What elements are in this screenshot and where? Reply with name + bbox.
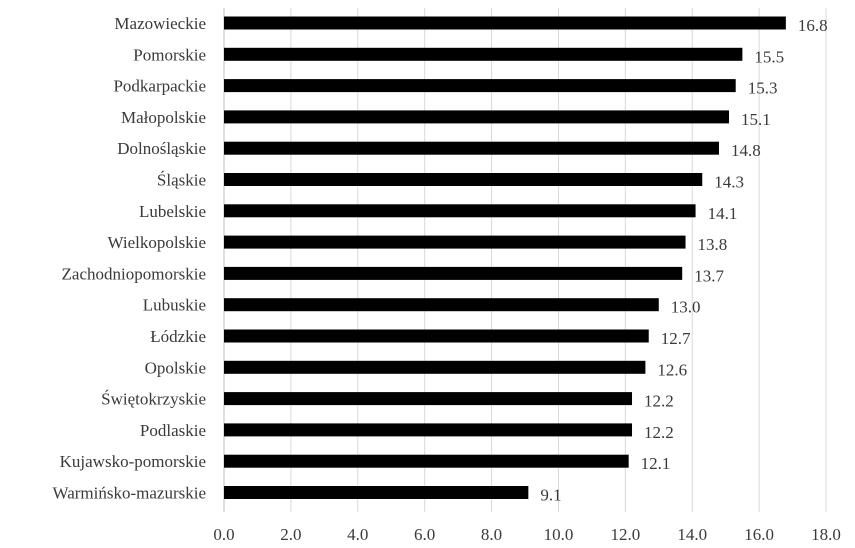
category-label: Śląskie xyxy=(157,171,206,190)
data-label: 12.6 xyxy=(657,360,687,379)
bar xyxy=(224,454,629,468)
category-label: Wielkopolskie xyxy=(108,233,206,252)
x-tick-label: 10.0 xyxy=(544,525,574,544)
category-label: Dolnośląskie xyxy=(117,139,206,158)
category-label: Podkarpackie xyxy=(113,77,206,96)
bar xyxy=(224,423,633,437)
bar xyxy=(224,360,646,374)
data-label: 13.0 xyxy=(671,298,701,317)
category-label: Zachodniopomorskie xyxy=(62,264,206,283)
data-label: 12.2 xyxy=(644,392,674,411)
data-label: 15.1 xyxy=(741,110,771,129)
data-label: 14.3 xyxy=(714,173,744,192)
x-tick-label: 16.0 xyxy=(744,525,774,544)
x-axis-ticks: 0.0 2.0 4.0 6.0 8.0 10.0 12.0 14.0 16.0 18.0 xyxy=(213,525,841,544)
data-label: 16.8 xyxy=(798,16,828,35)
bar xyxy=(224,204,696,218)
bars xyxy=(224,16,786,499)
data-label: 15.3 xyxy=(748,79,778,98)
category-label: Lubelskie xyxy=(139,202,206,221)
data-label: 15.5 xyxy=(754,47,784,66)
x-tick-label: 4.0 xyxy=(347,525,368,544)
bar xyxy=(224,16,786,30)
bar xyxy=(224,486,529,499)
bar xyxy=(224,298,659,312)
bar xyxy=(224,235,686,249)
data-label: 14.1 xyxy=(708,204,738,223)
category-label: Warmińsko-mazurskie xyxy=(53,484,206,503)
x-tick-label: 2.0 xyxy=(280,525,301,544)
data-label: 12.7 xyxy=(661,329,691,348)
data-label: 12.1 xyxy=(641,454,671,473)
category-label: Świętokrzyskie xyxy=(101,390,206,409)
data-label: 9.1 xyxy=(540,486,561,505)
category-label: Małopolskie xyxy=(121,108,206,127)
category-label: Podlaskie xyxy=(140,421,206,440)
category-label: Lubuskie xyxy=(143,296,206,315)
x-tick-label: 6.0 xyxy=(414,525,435,544)
category-label: Opolskie xyxy=(145,358,206,377)
bar xyxy=(224,329,649,343)
bar xyxy=(224,266,683,280)
data-label: 13.7 xyxy=(694,266,724,285)
x-tick-label: 14.0 xyxy=(677,525,707,544)
category-label: Łódzkie xyxy=(150,327,206,346)
bar xyxy=(224,173,703,186)
data-labels: 16.8 15.5 15.3 15.1 14.8 14.3 14.1 13.8 13.7 13.0… xyxy=(540,16,827,505)
category-label: Pomorskie xyxy=(133,45,206,64)
x-tick-label: 0.0 xyxy=(213,525,234,544)
category-labels: Mazowieckie Pomorskie Podkarpackie Małopols… xyxy=(53,14,206,503)
data-label: 14.8 xyxy=(731,141,761,160)
x-tick-label: 12.0 xyxy=(610,525,640,544)
category-label: Kujawsko-pomorskie xyxy=(60,452,206,471)
category-label: Mazowieckie xyxy=(114,14,206,33)
bar xyxy=(224,110,730,124)
data-label: 12.2 xyxy=(644,423,674,442)
x-tick-label: 18.0 xyxy=(811,525,841,544)
bar xyxy=(224,79,736,93)
bar xyxy=(224,392,633,406)
bar xyxy=(224,141,719,155)
x-tick-label: 8.0 xyxy=(481,525,502,544)
bar xyxy=(224,47,743,61)
data-label: 13.8 xyxy=(698,235,728,254)
